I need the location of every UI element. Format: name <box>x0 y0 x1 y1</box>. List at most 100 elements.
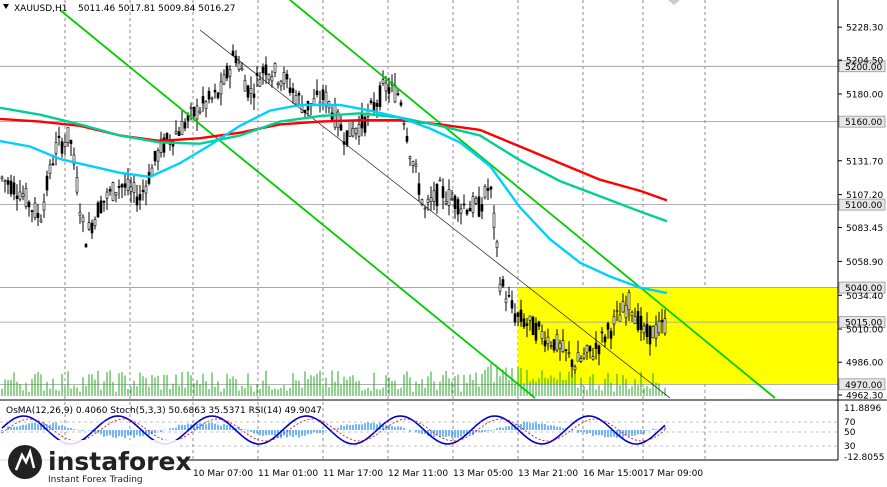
level-tag <box>838 115 886 128</box>
candle-body <box>477 196 481 217</box>
candle-body <box>144 185 148 194</box>
indicator-scale-label: 11.8896 <box>844 404 881 414</box>
indicator-scale-label: 30 <box>844 442 856 452</box>
candle-body <box>219 81 223 95</box>
candle-body <box>636 310 640 331</box>
candle-body <box>96 202 100 218</box>
candle-body <box>348 120 352 137</box>
candle-body <box>519 309 523 322</box>
time-axis: 10 Mar 07:00 11 Mar 01:00 11 Mar 17:00 12 M… <box>0 459 838 479</box>
candle-body <box>534 322 538 341</box>
candle-body <box>621 301 625 313</box>
candle-body <box>51 163 55 166</box>
candle-body <box>213 89 217 93</box>
candle-body <box>447 189 451 206</box>
candle-body <box>459 208 463 214</box>
candle-body <box>216 92 220 99</box>
candle-body <box>513 313 517 323</box>
price-tick-label: 5058.90 <box>846 258 883 268</box>
candle-body <box>57 135 61 138</box>
candle-body <box>54 142 58 154</box>
candle-body <box>426 198 430 203</box>
candle-body <box>246 85 250 98</box>
time-label: 11 Mar 01:00 <box>258 469 318 479</box>
candle-body <box>204 101 208 109</box>
candle-body <box>153 150 157 162</box>
candle-body <box>228 69 232 77</box>
dropdown-triangle-icon[interactable] <box>3 4 9 9</box>
candle-body <box>276 82 280 85</box>
channel-line <box>199 29 671 399</box>
watermark-logo: instaforex Instant Forex Trading <box>0 440 192 487</box>
candle-body <box>453 195 457 209</box>
candle-body <box>297 93 301 96</box>
candle-body <box>510 300 514 309</box>
candle-body <box>423 207 427 210</box>
candle-body <box>240 67 244 71</box>
candle-body <box>129 186 133 192</box>
candle-body <box>660 319 664 323</box>
candle-body <box>78 211 82 216</box>
price-axis: 5228.30 5204.50 5180.00 5131.70 5107.20 5083.… <box>837 0 883 402</box>
candle-body <box>207 91 211 100</box>
candle-body <box>279 80 283 87</box>
candle-body <box>183 122 187 129</box>
range-box <box>518 287 838 385</box>
scroll-shift-icon[interactable] <box>668 0 680 5</box>
candle-body <box>339 124 343 131</box>
candle-body <box>492 212 496 228</box>
level-tag <box>838 281 886 294</box>
candle-body <box>288 87 292 93</box>
candle-body <box>210 97 214 100</box>
candle-body <box>594 342 598 349</box>
candle-body <box>489 186 493 190</box>
candle-body <box>111 182 115 201</box>
indicator-scale-label: 50 <box>844 428 856 438</box>
candle-body <box>45 175 49 191</box>
indicator-legend: OsMA(12,26,9) 0.4060 Stoch(5,3,3) 50.686… <box>6 406 322 416</box>
candle-body <box>603 336 607 343</box>
candle-body <box>198 110 202 114</box>
candle-body <box>630 311 634 316</box>
candle-body <box>573 366 577 371</box>
level-tag-label: 5015.00 <box>845 319 882 329</box>
candle-body <box>483 185 487 198</box>
candle-body <box>321 89 325 101</box>
candle-body <box>282 72 286 84</box>
level-tag-label: 4970.00 <box>845 381 882 391</box>
level-tag <box>838 378 886 391</box>
candle-body <box>27 201 31 208</box>
candle-body <box>9 180 13 195</box>
time-label: 16 Mar 15:00 <box>583 469 643 479</box>
candle-body <box>456 199 460 215</box>
candle-body <box>609 330 613 339</box>
candle-body <box>543 340 547 347</box>
candle-body <box>438 179 442 182</box>
level-tag <box>838 60 886 73</box>
price-tick-label: 5131.70 <box>846 157 883 167</box>
channel-line <box>59 9 536 399</box>
candle-body <box>81 216 85 223</box>
candle-body <box>651 326 655 339</box>
price-tick-label: 4962.30 <box>846 392 883 402</box>
candle-body <box>60 141 64 154</box>
candle-body <box>291 88 295 94</box>
candle-body <box>417 183 421 195</box>
candle-body <box>582 353 586 359</box>
candle-body <box>312 98 316 105</box>
level-tag <box>838 198 886 211</box>
indicator-scale-label: 70 <box>844 418 856 428</box>
candle-body <box>618 314 622 322</box>
candle-body <box>411 161 415 166</box>
candle-body <box>591 356 595 360</box>
candle-body <box>39 219 43 223</box>
candle-body <box>93 219 97 227</box>
candle-body <box>561 340 565 352</box>
candle-body <box>351 128 355 137</box>
candle-body <box>30 210 34 212</box>
candle-body <box>132 182 136 193</box>
indicator-panel: OsMA(12,26,9) 0.4060 Stoch(5,3,3) 50.686… <box>0 399 887 463</box>
candle-body <box>408 156 412 160</box>
candle-body <box>540 330 544 339</box>
candle-body <box>267 74 271 81</box>
